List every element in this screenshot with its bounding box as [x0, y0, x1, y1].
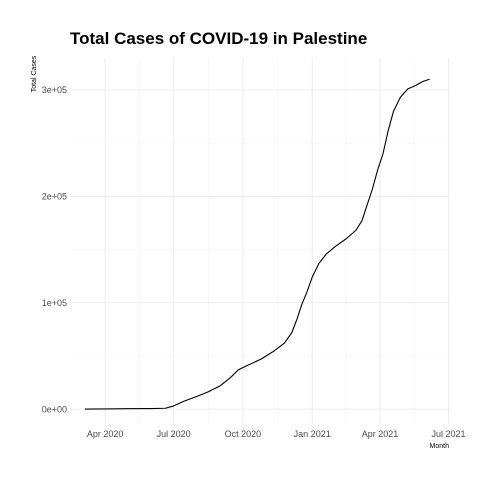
series-layer — [84, 78, 430, 410]
y-tick-label: 0e+00 — [42, 404, 67, 414]
x-tick-label: Jul 2020 — [157, 429, 191, 439]
series-line — [84, 78, 430, 410]
y-axis-ticks: 0e+00 1e+05 2e+05 3e+05 — [42, 85, 67, 414]
x-axis-title: Month — [430, 443, 450, 450]
chart-title: Total Cases of COVID-19 in Palestine — [70, 29, 367, 48]
y-tick-label: 1e+05 — [42, 298, 67, 308]
x-tick-label: Apr 2020 — [87, 429, 124, 439]
y-tick-label: 3e+05 — [42, 85, 67, 95]
x-axis-ticks: Apr 2020 Jul 2020 Oct 2020 Jan 2021 Apr 2021… — [87, 429, 466, 439]
gridlines — [72, 58, 450, 424]
x-tick-label: Jan 2021 — [294, 429, 331, 439]
x-tick-label: Jul 2021 — [431, 429, 465, 439]
y-axis-title: Total Cases — [31, 55, 38, 92]
x-tick-label: Apr 2021 — [362, 429, 399, 439]
y-tick-label: 2e+05 — [42, 192, 67, 202]
x-tick-label: Oct 2020 — [225, 429, 262, 439]
